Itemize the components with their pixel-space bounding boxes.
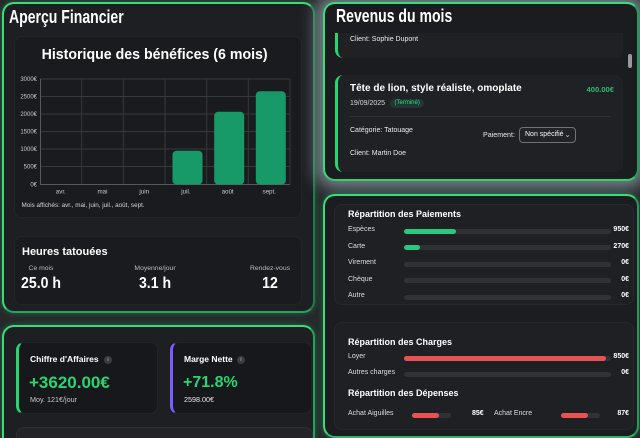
svg-text:sept.: sept. [262, 188, 276, 195]
svg-text:500€: 500€ [24, 164, 38, 170]
svg-text:août: août [222, 188, 234, 195]
svg-text:juin: juin [138, 188, 149, 195]
svg-text:1000€: 1000€ [20, 147, 37, 153]
svg-text:0€: 0€ [30, 182, 37, 188]
svg-text:mai: mai [98, 188, 108, 195]
svg-text:2000€: 2000€ [20, 112, 37, 118]
svg-text:2500€: 2500€ [20, 94, 37, 100]
svg-text:avr.: avr. [56, 188, 66, 195]
svg-text:3000€: 3000€ [20, 77, 37, 83]
svg-text:1500€: 1500€ [20, 129, 37, 135]
svg-text:juil.: juil. [180, 188, 191, 195]
